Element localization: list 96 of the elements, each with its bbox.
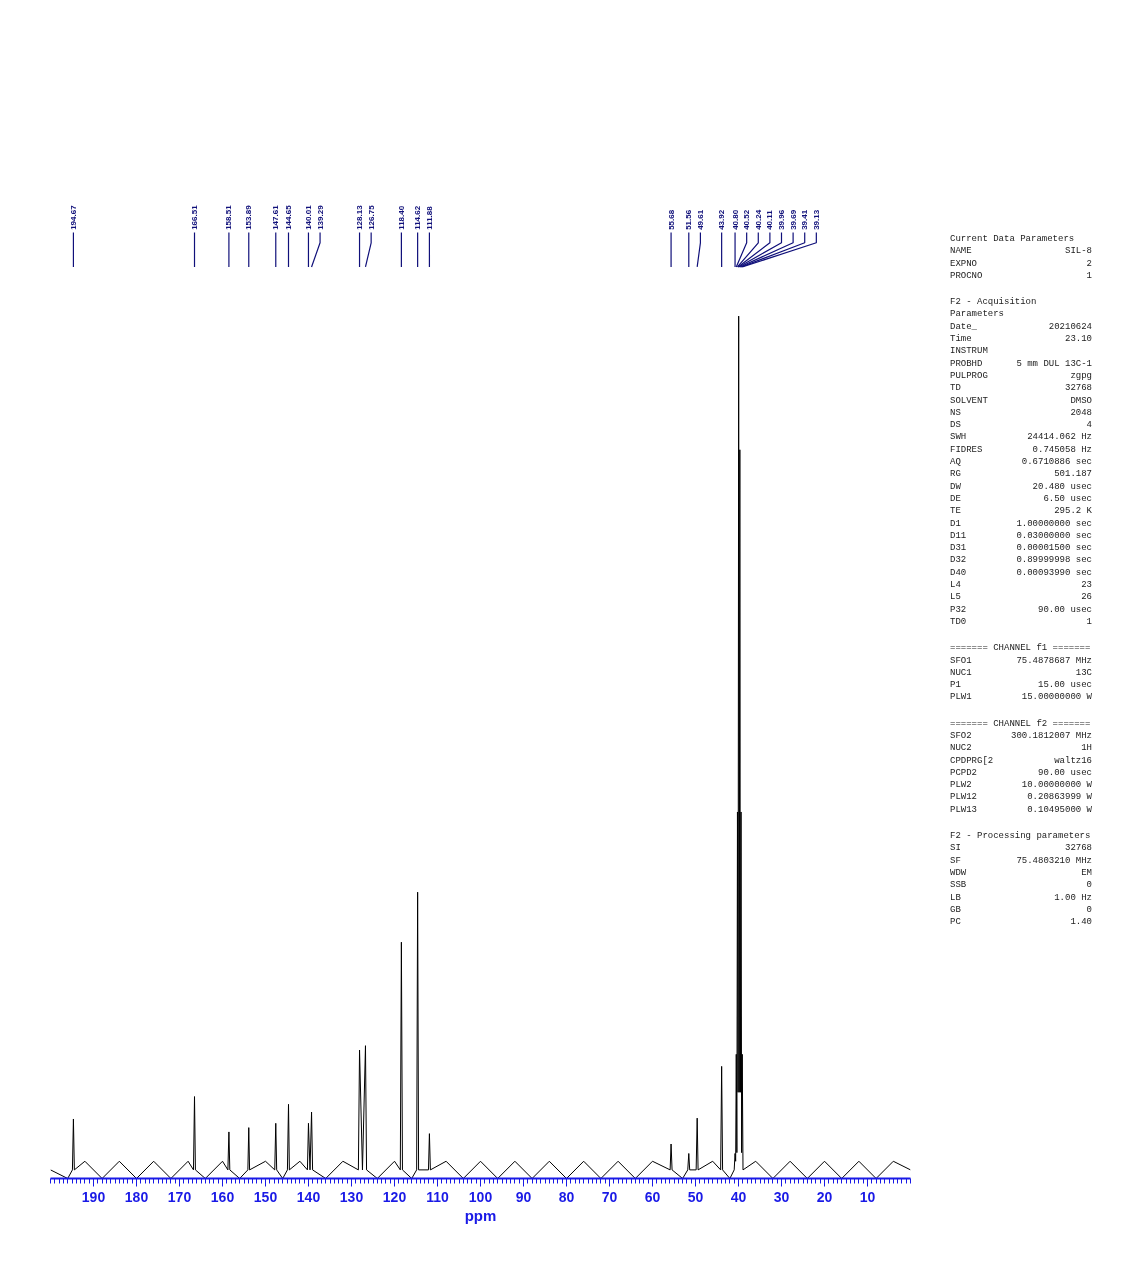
text: D11 0.03000000 sec <box>950 530 1092 541</box>
annotation: 111.88 <box>424 205 434 230</box>
text: WDW EM <box>950 867 1092 878</box>
x-tick-label: 170 <box>167 1188 192 1205</box>
annotation: 118.40 <box>396 205 406 230</box>
text: F2 - Acquisition Parameters <box>950 296 1038 321</box>
text: GB 0 <box>950 904 1092 915</box>
annotation: 166.51 <box>190 204 200 230</box>
text: TE 295.2 K <box>950 506 1092 517</box>
text: D32 0.89999998 sec <box>950 555 1092 566</box>
annotation: 139.29 <box>315 204 325 230</box>
text: CPDPRG[2 waltz16 <box>950 755 1092 766</box>
text: TD0 1 <box>950 616 1092 627</box>
text: PLW12 0.20863999 W <box>950 792 1092 803</box>
annotation: 49.61 <box>695 209 705 230</box>
annotation: 39.41 <box>800 209 810 230</box>
text: LB 1.00 Hz <box>950 892 1092 903</box>
text: SF 75.4803210 MHz <box>950 855 1092 866</box>
text: PLW2 10.00000000 W <box>950 780 1092 791</box>
text: ======= CHANNEL f1 ======= <box>950 642 1092 655</box>
x-tick-label: 60 <box>644 1188 661 1205</box>
text: PROCNO 1 <box>950 270 1092 281</box>
text: SSB 0 <box>950 880 1092 891</box>
x-tick-label: 140 <box>296 1188 321 1205</box>
annotation: 39.96 <box>777 209 786 230</box>
text: SOLVENT DMSO <box>950 395 1092 406</box>
text: SI 32768 <box>950 843 1092 854</box>
text: NUC2 1H <box>950 743 1092 754</box>
x-axis-title: ppm <box>464 1206 497 1224</box>
x-tick-label: 50 <box>687 1188 704 1205</box>
text: NAME SIL-8 <box>950 246 1092 257</box>
x-tick-label: 10 <box>859 1188 876 1205</box>
x-tick-label: 130 <box>339 1188 364 1205</box>
annotation: 39.69 <box>788 209 798 230</box>
text: NS 2048 <box>950 407 1092 418</box>
text: Current Data Parameters <box>950 233 1076 246</box>
x-tick-label: 110 <box>426 1188 450 1205</box>
text: PLW1 15.00000000 W <box>950 692 1092 703</box>
text: DS 4 <box>950 420 1092 431</box>
text: Date_ 20210624 <box>950 321 1092 332</box>
annotation: 128.13 <box>355 204 365 230</box>
text: P1 15.00 usec <box>950 680 1092 691</box>
x-tick-label: 70 <box>601 1188 618 1205</box>
x-tick-label: 80 <box>558 1188 575 1205</box>
x-tick-label: 120 <box>382 1188 407 1205</box>
text: DE 6.50 usec <box>950 493 1092 504</box>
annotation: 126.75 <box>366 204 376 230</box>
x-tick-label: 30 <box>773 1188 790 1205</box>
x-tick-label: 100 <box>468 1188 493 1205</box>
annotation: 40.24 <box>753 209 763 230</box>
text: NUC1 13C <box>950 667 1092 678</box>
annotation: 147.61 <box>271 204 281 230</box>
annotation: 55.68 <box>666 209 676 230</box>
annotation: 40.11 <box>765 209 775 230</box>
text: SFO1 75.4878687 MHz <box>950 655 1092 666</box>
x-tick-label: 190 <box>81 1188 106 1205</box>
annotation: 144.65 <box>284 204 294 230</box>
text: L5 26 <box>950 592 1092 603</box>
x-tick-label: 40 <box>730 1188 747 1205</box>
text: F2 - Processing parameters <box>950 830 1092 843</box>
x-tick-label: 180 <box>124 1188 149 1205</box>
text: ======= CHANNEL f2 ======= <box>950 717 1092 730</box>
annotation: 40.52 <box>742 209 752 230</box>
text: D40 0.00093990 sec <box>950 567 1092 578</box>
text: L4 23 <box>950 580 1092 591</box>
text: D31 0.00001500 sec <box>950 543 1092 554</box>
text: DW 20.480 usec <box>950 481 1092 492</box>
x-tick-label: 160 <box>210 1188 235 1205</box>
text: TD 32768 <box>950 383 1092 394</box>
annotation: 114.62 <box>413 205 423 230</box>
text: P32 90.00 usec <box>950 604 1092 615</box>
annotation: 158.51 <box>224 204 234 230</box>
text: SFO2 300.1812007 MHz <box>950 730 1092 741</box>
text: PC 1.40 <box>950 917 1092 928</box>
annotation: 153.89 <box>244 204 254 230</box>
text: INSTRUM <box>950 345 989 358</box>
text: PCPD2 90.00 usec <box>950 767 1092 778</box>
annotation: 39.13 <box>811 209 821 230</box>
x-tick-label: 90 <box>515 1188 532 1205</box>
text: AQ 0.6710886 sec <box>950 457 1092 468</box>
text: EXPNO 2 <box>950 258 1092 269</box>
text: PROBHD 5 mm DUL 13C-1 <box>950 358 1092 369</box>
text: Time 23.10 <box>950 334 1092 345</box>
text: FIDRES 0.745058 Hz <box>950 444 1092 455</box>
annotation: 194.67 <box>68 204 78 230</box>
text: D1 1.00000000 sec <box>950 518 1092 529</box>
annotation: 51.56 <box>684 209 694 230</box>
text: RG 501.187 <box>950 469 1092 480</box>
x-tick-label: 20 <box>816 1188 833 1205</box>
text: SWH 24414.062 Hz <box>950 432 1092 443</box>
annotation: 140.01 <box>303 204 313 230</box>
annotation: 40.80 <box>730 209 740 230</box>
x-tick-label: 150 <box>253 1188 278 1205</box>
annotation: 43.92 <box>717 209 727 230</box>
text: PULPROG zgpg <box>950 370 1092 381</box>
text: PLW13 0.10495000 W <box>950 804 1092 815</box>
